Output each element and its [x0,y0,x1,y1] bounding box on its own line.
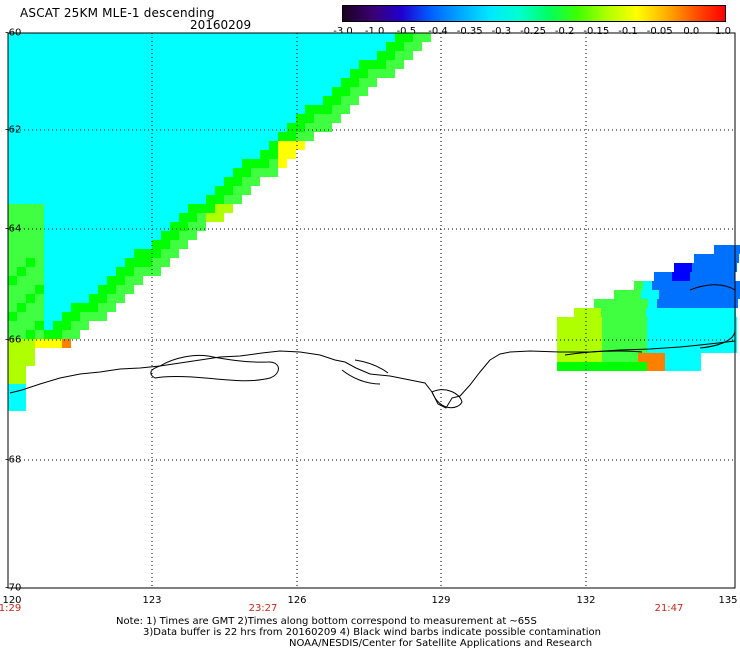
time-label-1: 1:29 [0,603,22,614]
coastline-shelf [150,354,279,382]
swath-east [557,245,740,371]
note-line-1: Note: 1) Times are GMT 2)Times along bot… [116,616,537,627]
colorbar-label: -3.0 [333,26,353,37]
lon-label: 129 [431,595,451,606]
coastline-islands [341,284,736,409]
note-line-2: 3)Data buffer is 22 hrs from 20160209 4)… [143,627,601,638]
time-label-3: 21:47 [654,603,684,614]
colorbar-label: -0.3 [491,26,512,37]
colorbar-label: -0.05 [646,26,673,37]
lon-label: 120 [2,595,22,606]
colorbar-label: -0.1 [618,26,638,37]
chart-date: 20160209 [190,18,252,32]
lat-label: -68 [5,454,22,466]
lon-label: 132 [576,595,596,606]
colorbar-label: -0.25 [520,26,546,37]
lon-label: 126 [287,595,307,606]
colorbar-label: -0.2 [554,26,575,37]
colorbar-label: 0.0 [683,26,700,37]
colorbar-label: -0.15 [583,26,610,37]
lon-label: 135 [718,595,738,606]
lat-label: -62 [5,124,22,136]
time-label-2: 23:27 [248,603,278,614]
lat-label: -64 [5,223,22,235]
colorbar [342,5,726,22]
plot-frame [7,32,736,589]
coastline [9,340,736,409]
colorbar-label: -0.5 [396,26,417,37]
note-line-3: NOAA/NESDIS/Center for Satellite Applica… [289,638,593,649]
colorbar-label: 1.0 [715,26,731,37]
swath-west [8,33,431,411]
lat-label: -66 [5,334,22,346]
colorbar-label: -1.0 [364,26,385,37]
lon-label: 123 [142,595,162,606]
colorbar-label: -0.35 [456,26,483,37]
lat-label: -60 [5,27,22,39]
colorbar-label: -0.4 [428,26,448,37]
grid-lines [8,33,735,588]
lat-label: -70 [5,582,22,594]
chart-title: ASCAT 25KM MLE-1 descending [20,6,215,20]
